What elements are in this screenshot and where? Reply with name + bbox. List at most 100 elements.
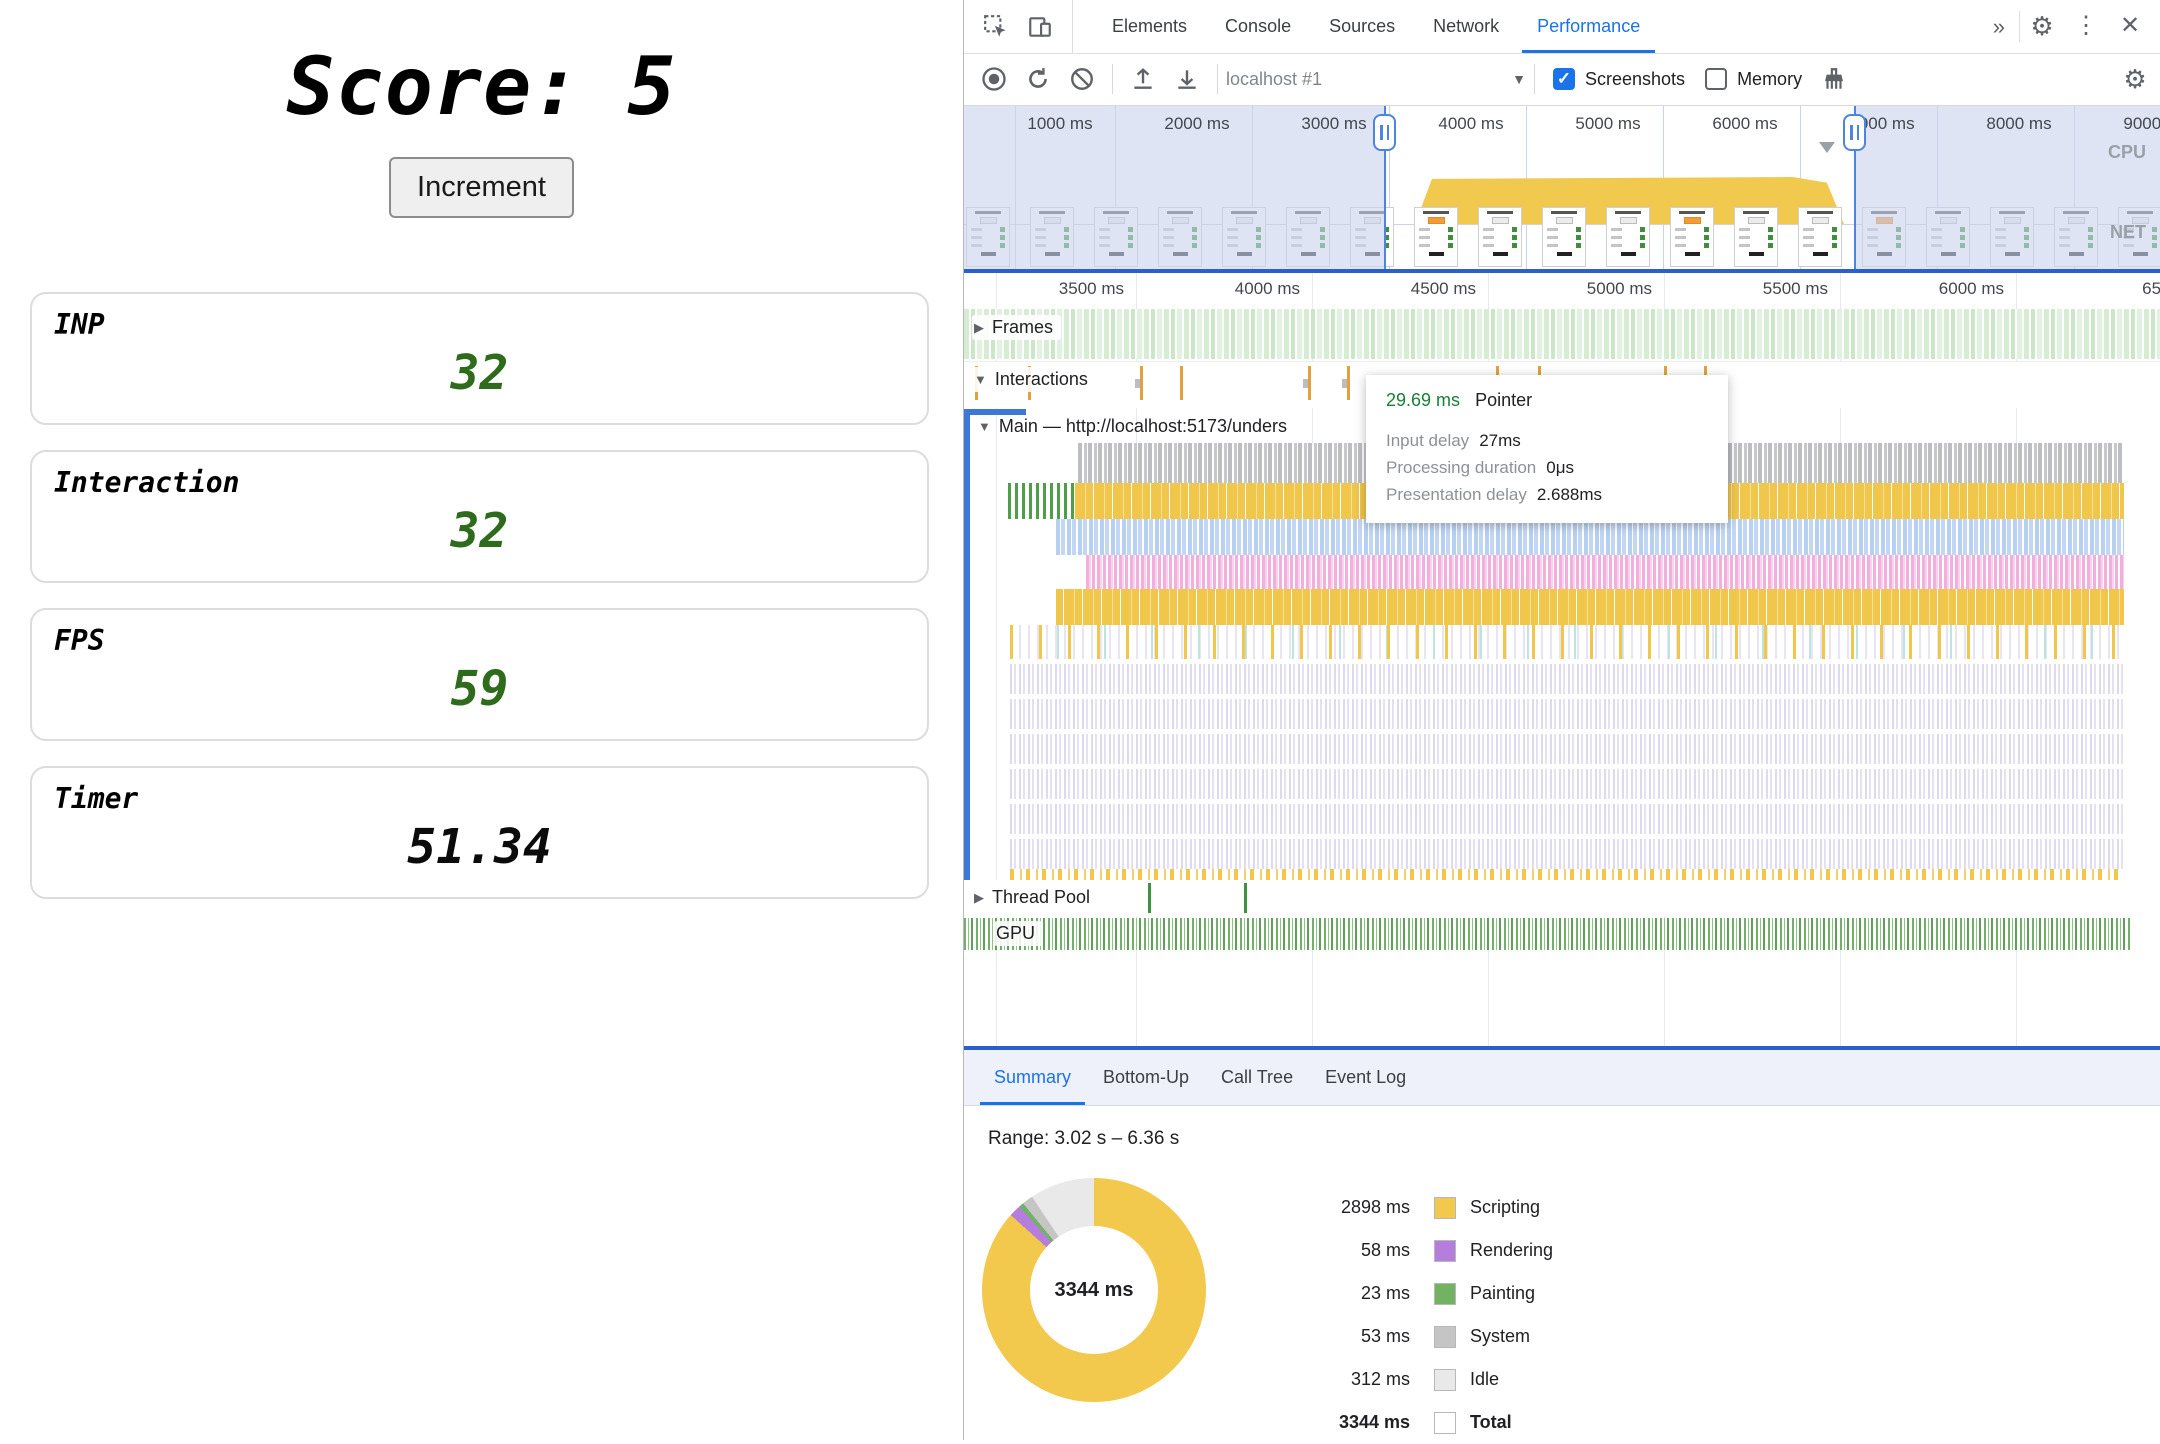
thread-pool-task[interactable]: [1148, 883, 1151, 913]
tooltip-rows: Input delay 27ms Processing duration 0μs Pre…: [1386, 427, 1708, 508]
filmstrip-thumbnail[interactable]: [1606, 207, 1650, 267]
overview-tick: 6000 ms: [1712, 114, 1778, 133]
overview-tick: 1000 ms: [1027, 114, 1093, 133]
page-title: Score: 5: [0, 40, 963, 133]
screenshots-checkbox[interactable]: ✓ Screenshots: [1553, 68, 1685, 90]
memory-checkbox[interactable]: Memory: [1705, 68, 1802, 90]
legend-time: 58 ms: [1360, 1240, 1410, 1260]
legend-swatch: [1434, 1368, 1456, 1391]
tooltip-row-label: Presentation delay: [1386, 485, 1527, 504]
settings-gear-icon[interactable]: ⚙: [2030, 11, 2054, 42]
net-label: NET: [2110, 222, 2146, 242]
summary-range: Range: 3.02 s – 6.36 s: [988, 1128, 1180, 1149]
track-main[interactable]: ▼ Main — http://localhost:5173/unders: [964, 409, 2160, 901]
interaction-marker-handle: [1303, 379, 1308, 388]
clear-icon[interactable]: [1067, 64, 1097, 94]
selection-handle-left[interactable]: [1373, 114, 1396, 151]
target-select[interactable]: localhost #1 ▼: [1226, 69, 1526, 90]
more-tabs-icon[interactable]: »: [1992, 13, 2005, 39]
legend-time: 2898 ms: [1340, 1197, 1410, 1217]
cpu-label: CPU: [2107, 142, 2146, 162]
filmstrip-thumbnail[interactable]: [1478, 207, 1522, 267]
flame-band-call-stack[interactable]: [1010, 659, 2124, 869]
overview-divider: [964, 269, 2160, 273]
interaction-marker[interactable]: [1303, 366, 1311, 400]
filmstrip-thumbnail[interactable]: [1670, 207, 1714, 267]
summary-donut-chart: 3344 ms: [982, 1178, 1206, 1402]
garbage-collect-icon[interactable]: [1819, 64, 1849, 94]
checkbox-unchecked-icon: [1705, 68, 1728, 90]
upload-profile-icon[interactable]: [1128, 64, 1158, 94]
collapsed-triangle-icon[interactable]: ▶: [974, 319, 984, 335]
inspect-element-icon[interactable]: [981, 12, 1011, 42]
tab-console[interactable]: Console: [1225, 16, 1292, 36]
legend-swatch: [1434, 1411, 1456, 1434]
ruler-tick: 5500 ms: [1762, 279, 1828, 298]
selection-edge-right[interactable]: [1854, 106, 1856, 269]
summary-tab-bottom-up[interactable]: Bottom-Up: [1103, 1067, 1190, 1087]
tab-sources[interactable]: Sources: [1329, 16, 1396, 36]
close-icon[interactable]: ✕: [2119, 12, 2141, 40]
increment-button[interactable]: Increment: [389, 157, 574, 218]
legend-label: Scripting: [1470, 1197, 1541, 1217]
expanded-triangle-icon[interactable]: ▼: [974, 372, 987, 387]
interaction-marker[interactable]: [1342, 366, 1350, 400]
filmstrip-thumbnail[interactable]: [1798, 207, 1842, 267]
timeline-overview[interactable]: 1000 ms 2000 ms 3000 ms 4000 ms 5000 ms 6000 …: [964, 106, 2160, 269]
legend-row-system: 53 ms System: [1260, 1315, 1553, 1358]
capture-settings-gear-icon[interactable]: ⚙: [2123, 64, 2147, 94]
legend-label: Idle: [1470, 1369, 1500, 1389]
devtools-panel: Elements Console Sources Network Performance…: [963, 0, 2160, 1440]
metric-label: FPS: [54, 624, 105, 657]
tab-performance[interactable]: Performance: [1518, 0, 1659, 53]
legend-row-total: 3344 ms Total: [1260, 1401, 1553, 1444]
overview-tick: 5000 ms: [1575, 114, 1641, 133]
flame-band-function-calls[interactable]: [1056, 519, 2124, 555]
filmstrip-thumbnail[interactable]: [1734, 207, 1778, 267]
interaction-marker-handle: [1342, 379, 1347, 388]
metric-cards: INP 32 Interaction 32 FPS 59 Timer 51.34: [30, 292, 929, 924]
summary-tab-call-tree[interactable]: Call Tree: [1221, 1067, 1294, 1087]
checkbox-checked-icon: ✓: [1553, 68, 1575, 90]
tab-elements[interactable]: Elements: [1112, 16, 1188, 36]
track-thread-pool[interactable]: ▶ Thread Pool: [972, 885, 1099, 910]
interaction-marker-handle: [1135, 379, 1140, 388]
thread-pool-task[interactable]: [1244, 883, 1247, 913]
summary-tab-event-log[interactable]: Event Log: [1325, 1067, 1407, 1087]
record-icon[interactable]: [979, 64, 1009, 94]
ruler-tick: 6500: [2142, 279, 2160, 298]
flame-band-mixed[interactable]: [1010, 625, 2124, 659]
filmstrip-thumbnail[interactable]: [1542, 207, 1586, 267]
metric-label: INP: [54, 308, 105, 341]
flame-band-scripting-2[interactable]: [1056, 589, 2124, 625]
reload-record-icon[interactable]: [1023, 64, 1053, 94]
memory-label: Memory: [1737, 68, 1803, 89]
interaction-marker[interactable]: [1180, 366, 1183, 400]
track-interactions[interactable]: ▼ Interactions: [972, 367, 1096, 392]
track-gpu[interactable]: GPU: [994, 921, 1044, 946]
overview-marker-icon: [1819, 142, 1835, 153]
track-frames[interactable]: ▶ Frames: [972, 315, 1062, 340]
flame-band-rendering[interactable]: [1086, 555, 2124, 589]
device-toolbar-icon[interactable]: [1025, 12, 1055, 42]
summary-tab-summary[interactable]: Summary: [978, 1050, 1087, 1105]
metric-label: Interaction: [54, 466, 240, 499]
performance-toolbar: localhost #1 ▼ ✓ Screenshots Memory ⚙: [964, 53, 2160, 106]
gpu-activity-band: [964, 918, 2130, 950]
legend-swatch: [1434, 1239, 1456, 1262]
selection-handle-right[interactable]: [1843, 114, 1866, 151]
legend-label: Total: [1470, 1412, 1512, 1432]
selection-edge-left[interactable]: [1384, 106, 1386, 269]
metric-value: 32: [450, 345, 509, 401]
menu-dots-icon[interactable]: ⋮: [2074, 12, 2098, 40]
expanded-triangle-icon[interactable]: ▼: [978, 418, 991, 434]
tab-network[interactable]: Network: [1433, 16, 1500, 36]
tooltip-row-label: Processing duration: [1386, 458, 1537, 477]
timeline-detail[interactable]: 3500 ms 4000 ms 4500 ms 5000 ms 5500 ms 6000 …: [964, 273, 2160, 1046]
download-profile-icon[interactable]: [1172, 64, 1202, 94]
ruler-tick: 3500 ms: [1058, 279, 1124, 298]
filmstrip-thumbnail[interactable]: [1414, 207, 1458, 267]
interaction-marker[interactable]: [1135, 366, 1143, 400]
collapsed-triangle-icon[interactable]: ▶: [974, 889, 984, 905]
metric-label: Timer: [54, 782, 139, 815]
